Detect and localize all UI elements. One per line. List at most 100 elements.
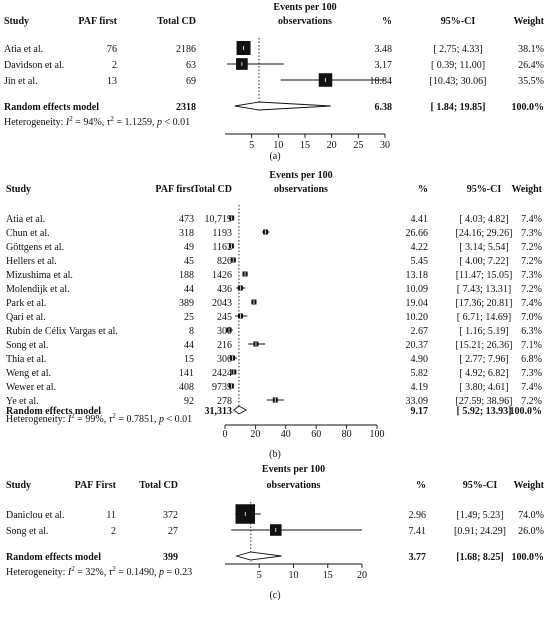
study-name: Davidson et al.: [4, 60, 64, 71]
study-paf-first: 44: [184, 284, 194, 295]
panel-label: (a): [269, 151, 280, 162]
study-estimate: 18.84: [370, 76, 393, 87]
study-weight: 26.4%: [518, 60, 544, 71]
study-weight: 7.4%: [521, 382, 542, 393]
study-weight: 7.4%: [521, 214, 542, 225]
study-name: Qari et al.: [6, 312, 46, 323]
study-weight: 7.3%: [521, 270, 542, 281]
header-paf: PAF first: [78, 16, 117, 27]
study-paf-first: 76: [107, 44, 117, 55]
study-estimate: 2.67: [411, 326, 429, 337]
study-total-cd: 216: [217, 340, 232, 351]
study-weight: 7.2%: [521, 242, 542, 253]
study-name: Weng et al.: [6, 368, 51, 379]
study-paf-first: 473: [179, 214, 194, 225]
x-axis-tick-label: 20: [250, 429, 260, 440]
x-axis-tick-label: 60: [311, 429, 321, 440]
study-total-cd: 245: [217, 312, 232, 323]
study-name: Molendijk et al.: [6, 284, 70, 295]
study-total-cd: 2186: [176, 44, 196, 55]
header-events-line2: observations: [267, 480, 321, 491]
study-estimate: 7.41: [409, 526, 427, 537]
x-axis-tick-label: 40: [281, 429, 291, 440]
study-paf-first: 408: [179, 382, 194, 393]
study-paf-first: 318: [179, 228, 194, 239]
study-name: Atia et al.: [4, 44, 43, 55]
header-events-line1: Events per 100: [273, 2, 336, 13]
study-estimate: 2.96: [409, 510, 427, 521]
x-axis-tick-label: 80: [342, 429, 352, 440]
study-paf-first: 188: [179, 270, 194, 281]
study-name: Park et al.: [6, 298, 46, 309]
study-name: Wewer et al.: [6, 382, 56, 393]
study-estimate: 5.82: [411, 368, 429, 379]
study-weight: 6.8%: [521, 354, 542, 365]
study-estimate: 4.41: [411, 214, 429, 225]
study-estimate: 5.45: [411, 256, 429, 267]
summary-total-cd: 2318: [176, 102, 196, 113]
header-events-line1: Events per 100: [269, 170, 332, 181]
summary-estimate: 3.77: [409, 552, 427, 563]
x-axis-tick-label: 100: [370, 429, 385, 440]
study-estimate: 4.22: [411, 242, 429, 253]
study-ci: [ 4.00; 7.22]: [459, 256, 508, 267]
summary-weight: 100.0%: [510, 406, 543, 417]
study-weight: 7.2%: [521, 284, 542, 295]
header-study: Study: [6, 480, 31, 491]
study-weight: 6.3%: [521, 326, 542, 337]
study-weight: 7.4%: [521, 298, 542, 309]
study-name: Thia et al.: [6, 354, 46, 365]
header-total: Total CD: [193, 184, 232, 195]
header-percent: %: [382, 16, 392, 27]
study-ci: [11.47; 15.05]: [456, 270, 513, 281]
header-weight: Weight: [513, 480, 544, 491]
study-paf-first: 389: [179, 298, 194, 309]
x-axis-tick-label: 20: [357, 570, 367, 581]
x-axis-tick-label: 25: [353, 140, 363, 151]
summary-ci: [ 1.84; 19.85]: [431, 102, 486, 113]
summary-weight: 100.0%: [512, 102, 545, 113]
study-total-cd: 63: [186, 60, 196, 71]
header-paf: PAF First: [75, 480, 117, 491]
header-ci: 95%-CI: [467, 184, 502, 195]
study-weight: 7.3%: [521, 368, 542, 379]
study-paf-first: 25: [184, 312, 194, 323]
study-paf-first: 44: [184, 340, 194, 351]
study-total-cd: 2043: [212, 298, 232, 309]
summary-label: Random effects model: [6, 552, 101, 563]
study-estimate: 4.19: [411, 382, 429, 393]
summary-total-cd: 399: [163, 552, 178, 563]
study-total-cd: 306: [217, 354, 232, 365]
study-paf-first: 15: [184, 354, 194, 365]
study-paf-first: 92: [184, 396, 194, 407]
study-estimate: 4.90: [411, 354, 429, 365]
header-study: Study: [6, 184, 31, 195]
study-ci: [ 4.03; 4.82]: [459, 214, 508, 225]
study-paf-first: 8: [189, 326, 194, 337]
study-ci: [17.36; 20.81]: [456, 298, 513, 309]
summary-diamond: [234, 551, 282, 561]
study-ci: [ 0.39; 11.00]: [431, 60, 485, 71]
study-ci: [10.43; 30.06]: [430, 76, 487, 87]
study-ci: [24.16; 29.26]: [456, 228, 513, 239]
study-ci: [ 3.14; 5.54]: [459, 242, 508, 253]
study-ci: [ 1.16; 5.19]: [459, 326, 508, 337]
panel-label: (b): [269, 449, 281, 460]
study-total-cd: 69: [186, 76, 196, 87]
x-axis-tick-label: 0: [223, 429, 228, 440]
study-name: Rubín de Célix Vargas et al.: [6, 326, 118, 337]
study-estimate: 3.17: [375, 60, 393, 71]
study-weight: 7.2%: [521, 256, 542, 267]
x-axis-tick-label: 15: [323, 570, 333, 581]
heterogeneity-text: Heterogeneity: I2 = 99%, τ2 = 0.7851, p …: [6, 412, 192, 425]
study-total-cd: 372: [163, 510, 178, 521]
study-total-cd: 278: [217, 396, 232, 407]
study-estimate: 10.20: [406, 312, 429, 323]
study-paf-first: 45: [184, 256, 194, 267]
study-weight: 7.2%: [521, 396, 542, 407]
study-paf-first: 49: [184, 242, 194, 253]
study-name: Mizushima et al.: [6, 270, 73, 281]
study-total-cd: 9739: [212, 382, 232, 393]
heterogeneity-text: Heterogeneity: I2 = 32%, τ2 = 0.1490, p …: [6, 565, 192, 578]
